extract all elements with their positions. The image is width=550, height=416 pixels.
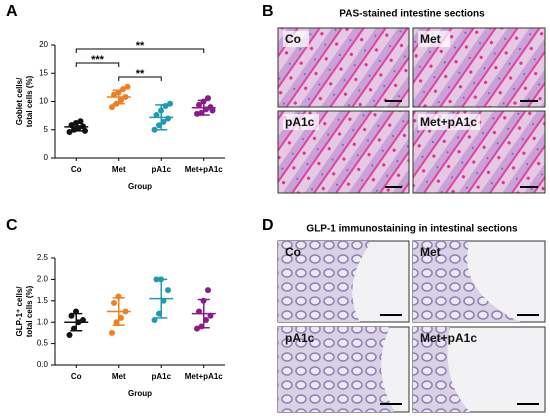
micrograph-grid: Co Met pA1c Met+pA1c <box>277 27 546 194</box>
panel-title: GLP-1 immunostaining in intestinal secti… <box>306 224 518 235</box>
data-point <box>167 100 173 107</box>
significance-label: *** <box>91 54 105 66</box>
image-label: Met <box>420 245 441 259</box>
micrograph-grid: Co Met pA1c Met+pA1c <box>277 240 546 413</box>
data-point <box>151 126 158 133</box>
y-tick-label: 1.0 <box>37 317 49 326</box>
image-label: pA1c <box>285 331 315 345</box>
y-tick-label: 10 <box>39 97 48 106</box>
x-tick-label: Met+pA1c <box>185 165 224 174</box>
y-tick-label: 15 <box>39 68 48 77</box>
y-tick-label: 0.0 <box>37 360 49 369</box>
data-point <box>165 287 171 294</box>
significance-bracket <box>75 62 120 67</box>
data-point <box>196 101 202 108</box>
data-point <box>124 83 131 90</box>
image-label: Co <box>285 245 301 259</box>
panel-letter: B <box>262 3 274 20</box>
y-axis-label: Goblet cells/ <box>15 77 24 125</box>
data-point <box>209 107 216 114</box>
y-axis-label: total cells (%) <box>25 285 34 337</box>
y-axis-label: GLP-1⁺ cells/ <box>15 286 24 337</box>
x-tick-label: Met <box>112 372 126 381</box>
x-tick-label: pA1c <box>151 165 171 174</box>
x-axis-label: Group <box>128 182 152 191</box>
significance-label: ** <box>136 40 145 52</box>
data-point <box>109 104 115 111</box>
image-label: Met+pA1c <box>420 115 477 129</box>
y-tick-label: 5 <box>44 125 49 134</box>
y-tick-label: 2.5 <box>37 253 49 262</box>
data-point <box>205 287 211 294</box>
y-tick-label: 2.0 <box>37 275 49 284</box>
y-axis-label: total cells (%) <box>25 75 34 127</box>
image-label: Co <box>285 32 301 46</box>
significance-bracket <box>75 48 205 53</box>
panel-letter: D <box>262 217 274 234</box>
significance-bracket <box>118 76 162 81</box>
x-tick-label: Co <box>71 372 82 381</box>
data-point <box>111 91 117 98</box>
y-tick-label: 0 <box>44 153 49 162</box>
data-point <box>111 299 117 306</box>
x-tick-label: Met+pA1c <box>185 372 224 381</box>
panel-letter: A <box>6 3 18 20</box>
image-label: pA1c <box>285 115 315 129</box>
data-point <box>205 95 211 102</box>
significance-label: ** <box>136 68 145 80</box>
data-point <box>109 329 115 336</box>
data-point <box>165 115 171 122</box>
data-point <box>153 112 160 119</box>
x-tick-label: Met <box>112 165 126 174</box>
y-tick-label: 0.5 <box>37 339 49 348</box>
y-tick-label: 1.5 <box>37 296 49 305</box>
y-tick-label: 20 <box>39 40 48 49</box>
panel-letter: C <box>6 217 18 234</box>
image-label: Met+pA1c <box>420 331 477 345</box>
x-axis-label: Group <box>128 389 152 398</box>
data-point <box>82 127 88 134</box>
x-tick-label: Co <box>71 165 82 174</box>
x-tick-label: pA1c <box>151 372 171 381</box>
panel-title: PAS-stained intestine sections <box>339 9 485 20</box>
data-point <box>66 332 73 339</box>
image-label: Met <box>420 32 441 46</box>
